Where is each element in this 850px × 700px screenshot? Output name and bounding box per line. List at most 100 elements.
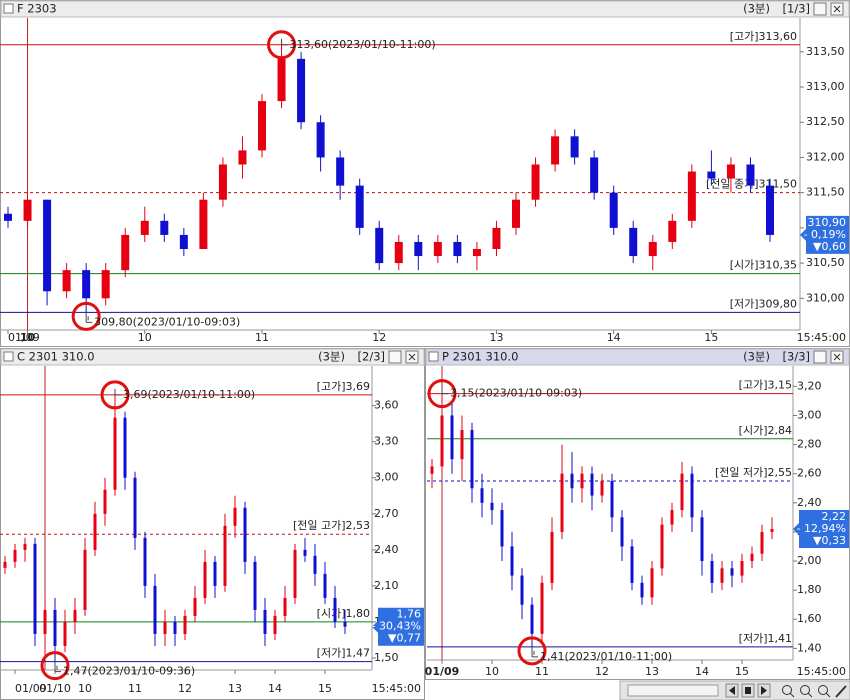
y-tick-label: 1,80 [797,583,822,596]
change-percent: - 12,94% [797,522,846,535]
price-box [793,510,849,549]
x-tick-label: 13 [645,665,659,678]
y-tick-label: 1,50 [374,651,399,664]
candle-body [143,537,147,586]
level-label: [전일 고가]2,53 [293,518,370,532]
candle-body [101,270,110,299]
level-label: [전일 저가]2,55 [715,465,792,479]
candle-body [570,136,579,158]
candle-body [492,227,501,250]
x-tick-label: 10 [20,331,36,344]
title-bar [425,348,850,366]
candle-body [570,473,574,489]
candle-body [770,529,774,532]
change-diff: ▼0,77 [388,632,421,645]
candle-body [277,58,286,102]
candle-body [560,473,564,532]
y-tick-label: 2,80 [797,438,822,451]
candle-body [440,415,444,467]
y-tick-label: 310,50 [806,256,845,269]
candle-body [223,525,227,586]
candle-body [62,270,71,292]
candle-body [668,220,677,242]
level-label: [고가]313,60 [730,30,797,43]
candle-body [740,561,744,576]
candle-body [630,546,634,583]
candle-body [336,157,345,186]
level-label: [저가]1,47 [317,647,370,660]
candle-body [531,164,540,200]
candle-body [648,241,657,257]
current-price: 310,90 [808,216,847,229]
stop-icon [745,687,751,694]
x-tick-label: 01/09 [8,331,40,344]
candle-body [283,597,287,616]
scroll-thumb[interactable] [627,684,719,697]
settings-button[interactable] [388,350,402,364]
candle-body [213,561,217,586]
scroll-bar[interactable] [619,680,850,700]
panel-icon [428,351,439,362]
panel-title: C 2301 310.0 [17,350,95,364]
candle-body [218,164,227,200]
panel-frame [0,0,850,347]
candle-body [160,220,169,235]
y-tick-label: 1,40 [797,641,822,654]
candle-body [760,531,764,554]
current-price: 1,76 [397,608,422,621]
end-time: 15:45:00 [372,682,421,695]
settings-button[interactable] [813,350,827,364]
candle-body [750,553,754,562]
candle-body [414,241,423,257]
change-diff: ▼0,33 [813,534,846,547]
y-tick-label: 313,50 [806,45,845,58]
candle-body [4,213,12,221]
candle-body [640,582,644,598]
y-tick-label: 3,60 [374,399,399,412]
candle-body [273,615,277,634]
x-tick-label: 13 [489,331,503,344]
y-tick-label: 2,40 [797,496,822,509]
candle-body [123,417,127,478]
close-icon [833,353,841,361]
candle-body [530,604,534,634]
x-tick-label: 13 [228,682,242,695]
settings-button[interactable] [813,2,827,16]
x-tick-label: 12 [178,682,192,695]
level-label: [시가]2,84 [739,424,792,437]
change-diff: ▼0,60 [813,240,846,253]
level-label: [시가]1,80 [317,607,370,620]
candle-body [710,561,714,583]
y-tick-label: 2,10 [374,579,399,592]
end-time: 15:45:00 [797,331,846,344]
current-price: 2,22 [822,510,847,523]
candle-body [580,473,584,489]
panel-icon [3,3,14,14]
x-tick-label: 01/09 [425,665,460,678]
candle-body [609,192,618,228]
x-tick-label: 15 [318,682,332,695]
candle-body [73,609,77,622]
candle-body [343,621,347,627]
candle-body [726,164,735,179]
zoom-out-button[interactable] [800,685,813,698]
annotation-arrow [281,38,288,46]
x-tick-label: 15 [704,331,718,344]
candle-body [113,417,117,490]
x-tick-label: 10 [485,665,499,678]
zoom-in-button[interactable] [782,685,795,698]
change-percent: - 0,19% [804,228,846,241]
candle-body [323,573,327,598]
candle-body [470,430,474,489]
tool-button[interactable] [835,685,847,698]
candle-body [430,466,434,474]
price-box [372,607,424,646]
annotation: 309,80(2023/01/10-09:03) [94,315,240,328]
price-box [800,215,849,254]
y-tick-label: 2,70 [374,507,399,520]
candle-body [550,531,554,583]
page-indicator: [2/3] [358,350,385,364]
candle-body [660,524,664,569]
zoom-reset-button[interactable] [818,685,831,698]
candle-body [313,555,317,574]
